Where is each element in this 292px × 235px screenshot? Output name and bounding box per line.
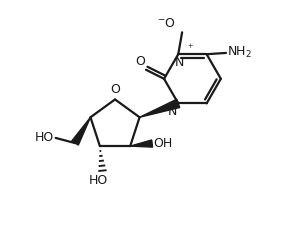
Text: HO: HO <box>89 175 108 188</box>
Text: $^{+}$: $^{+}$ <box>187 43 194 53</box>
Polygon shape <box>140 99 180 117</box>
Text: O: O <box>135 55 145 68</box>
Text: $^{-}$O: $^{-}$O <box>157 17 176 30</box>
Polygon shape <box>72 117 91 145</box>
Text: OH: OH <box>153 137 173 150</box>
Text: N: N <box>175 55 184 69</box>
Text: O: O <box>110 82 120 96</box>
Text: HO: HO <box>35 131 54 145</box>
Text: NH$_2$: NH$_2$ <box>227 45 252 60</box>
Text: N: N <box>168 105 177 118</box>
Polygon shape <box>130 140 152 147</box>
